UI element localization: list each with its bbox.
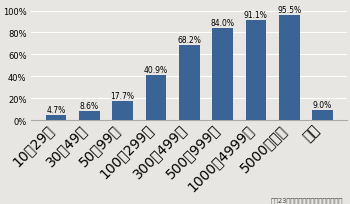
Bar — [246, 21, 266, 120]
Text: 40.9%: 40.9% — [144, 66, 168, 75]
Text: 95.5%: 95.5% — [277, 6, 301, 15]
Bar — [79, 111, 100, 120]
Text: 4.7%: 4.7% — [47, 105, 66, 114]
Text: 17.7%: 17.7% — [111, 91, 135, 100]
Text: 平戰23年労働災害防止対策等重点調査: 平戰23年労働災害防止対策等重点調査 — [271, 196, 343, 203]
Text: 68.2%: 68.2% — [177, 36, 201, 45]
Bar — [179, 46, 199, 120]
Bar — [112, 101, 133, 120]
Bar — [146, 76, 166, 120]
Bar — [312, 111, 333, 120]
Text: 91.1%: 91.1% — [244, 11, 268, 20]
Bar — [279, 16, 300, 120]
Text: 8.6%: 8.6% — [80, 101, 99, 110]
Text: 9.0%: 9.0% — [313, 101, 332, 110]
Bar — [212, 29, 233, 120]
Text: 84.0%: 84.0% — [211, 19, 234, 28]
Bar — [46, 115, 66, 120]
